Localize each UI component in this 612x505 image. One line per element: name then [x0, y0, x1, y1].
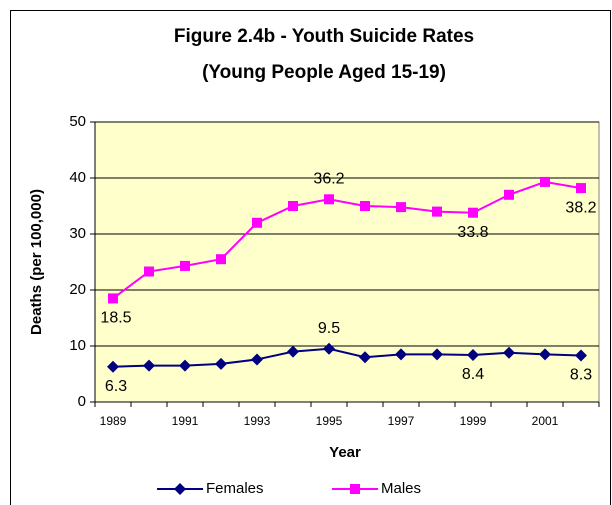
data-point	[215, 357, 227, 370]
legend-label: Females	[206, 480, 264, 497]
data-point	[216, 254, 226, 265]
data-point	[576, 183, 586, 194]
y-tick-label: 20	[69, 281, 86, 298]
y-axis-label: Deaths (per 100,000)	[28, 189, 45, 335]
y-tick-label: 50	[69, 113, 86, 130]
data-point	[324, 194, 334, 205]
data-point	[396, 202, 406, 213]
y-tick-label: 0	[78, 393, 86, 410]
plot-area	[94, 121, 600, 403]
data-point	[360, 201, 370, 211]
data-point	[503, 346, 515, 359]
data-point	[144, 266, 154, 277]
data-label: 36.2	[313, 170, 344, 187]
x-tick-label: 1989	[100, 414, 127, 428]
x-tick-label: 1997	[388, 414, 415, 428]
data-point	[539, 348, 551, 361]
data-point	[252, 217, 262, 228]
x-tick-label: 2001	[532, 414, 559, 428]
data-label: 38.2	[565, 199, 596, 216]
series-line	[112, 180, 582, 300]
data-point	[179, 359, 191, 372]
data-point	[288, 201, 298, 211]
data-point	[143, 359, 155, 372]
data-point	[359, 351, 371, 364]
data-point	[431, 348, 443, 361]
data-label: 18.5	[100, 310, 131, 327]
x-tick-label: 1995	[316, 414, 343, 428]
x-tick-label: 1993	[244, 414, 271, 428]
legend-label: Males	[381, 480, 421, 497]
data-point	[467, 348, 479, 361]
data-point	[395, 348, 407, 361]
data-point	[251, 353, 263, 366]
data-label: 8.4	[462, 366, 484, 383]
x-tick-label: 1991	[172, 414, 199, 428]
data-label: 33.8	[457, 224, 488, 241]
chart-title: Figure 2.4b - Youth Suicide Rates	[174, 26, 474, 47]
data-point	[468, 207, 478, 218]
y-tick-label: 30	[69, 225, 86, 242]
data-point	[108, 293, 118, 304]
data-point	[323, 342, 335, 355]
data-point	[107, 360, 119, 373]
legend-marker	[174, 483, 186, 495]
data-point	[540, 176, 550, 187]
x-tick-label: 1999	[460, 414, 487, 428]
data-point	[432, 206, 442, 217]
data-label: 9.5	[318, 320, 340, 337]
legend-marker	[350, 484, 360, 494]
chart-subtitle: (Young People Aged 15-19)	[202, 62, 446, 83]
data-point	[287, 345, 299, 358]
data-point	[575, 349, 587, 362]
data-point	[504, 189, 514, 200]
y-tick-label: 40	[69, 169, 86, 186]
data-point	[180, 260, 190, 271]
x-axis-label: Year	[329, 444, 361, 461]
data-label: 8.3	[570, 367, 592, 384]
series-line	[112, 347, 582, 368]
data-label: 6.3	[105, 378, 127, 395]
y-tick-label: 10	[69, 337, 86, 354]
